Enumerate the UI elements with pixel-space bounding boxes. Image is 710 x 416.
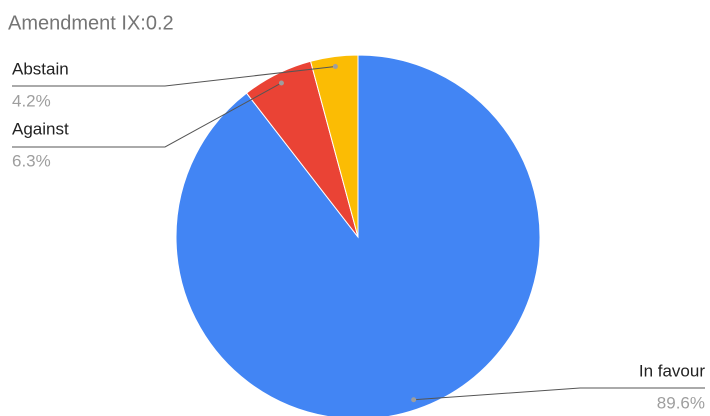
slice-label: Abstain [12, 59, 69, 78]
slice-value-label: 6.3% [12, 151, 51, 170]
slice-label: Against [12, 119, 69, 138]
pie-slice [175, 54, 541, 416]
pie-slice [309, 54, 359, 238]
chart-title: Amendment IX:0.2 [8, 12, 174, 34]
leader-dot [332, 63, 338, 69]
leader-line [12, 82, 282, 148]
leader-line [12, 65, 336, 87]
leader-dot [411, 397, 417, 403]
slice-label: In favour [639, 361, 705, 380]
leader-dot [278, 80, 284, 86]
slice-value-label: 4.2% [12, 91, 51, 110]
leader-line [413, 387, 705, 401]
slice-value-label: 89.6% [657, 393, 705, 412]
